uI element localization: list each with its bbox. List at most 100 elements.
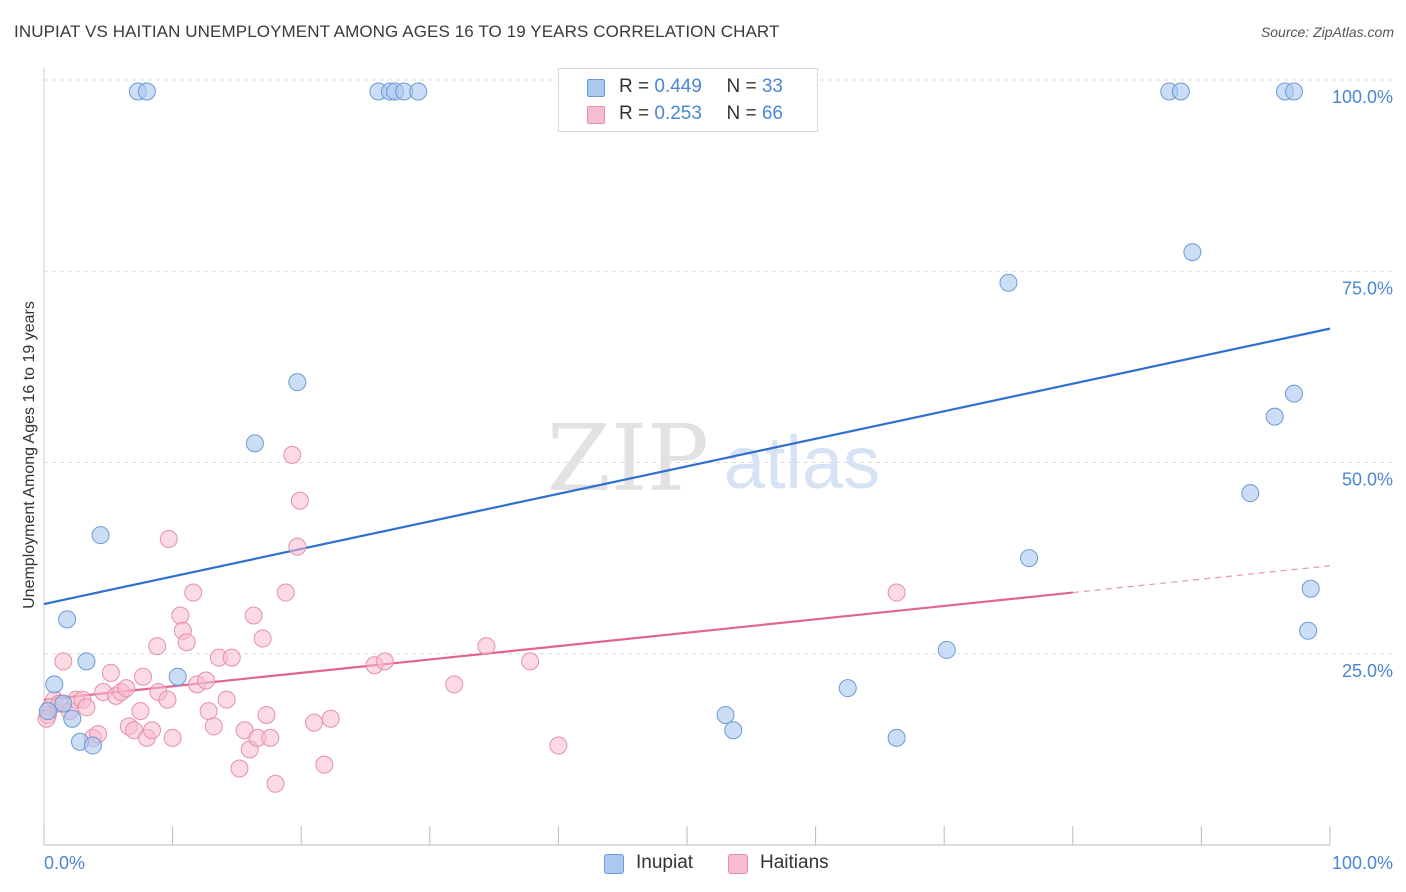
y-tick-label: 50.0% xyxy=(1342,470,1393,490)
inupiat-point xyxy=(45,675,64,694)
inupiat-point xyxy=(1301,579,1320,598)
haitians-point xyxy=(159,530,178,548)
haitians-point xyxy=(143,721,162,740)
haitians-point xyxy=(148,637,167,656)
haitians-point xyxy=(549,736,568,755)
source-label: Source: ZipAtlas.com xyxy=(1260,24,1394,40)
watermark-atlas: atlas xyxy=(724,421,880,504)
haitians-point xyxy=(77,698,96,717)
inupiat-point xyxy=(91,526,110,545)
inupiat-point xyxy=(38,702,57,721)
inupiat-point xyxy=(77,652,96,671)
haitians-point xyxy=(217,690,236,709)
inupiat-point xyxy=(1299,621,1318,640)
haitians-point xyxy=(305,713,324,732)
inupiat-point xyxy=(1241,484,1260,503)
haitians-point xyxy=(266,774,285,793)
haitians-point xyxy=(261,728,280,747)
inupiat-point xyxy=(63,709,82,728)
y-tick-label: 25.0% xyxy=(1342,661,1393,681)
haitians-swatch xyxy=(587,106,605,124)
inupiat-point xyxy=(937,640,956,659)
inupiat-point xyxy=(887,728,906,747)
inupiat-trend-line xyxy=(43,327,1331,606)
inupiat-n-value: 33 xyxy=(761,76,783,97)
bottom-haitians-label: Haitians xyxy=(760,852,829,873)
points-layer xyxy=(37,82,1320,793)
bottom-inupiat-swatch xyxy=(604,854,624,874)
haitians-point xyxy=(253,629,272,648)
haitians-point xyxy=(283,445,302,464)
haitians-point xyxy=(204,717,223,736)
haitians-point xyxy=(101,663,120,682)
x-tick-label: 100.0% xyxy=(1332,853,1393,873)
haitians-point xyxy=(117,679,136,698)
x-tick-label: 0.0% xyxy=(44,853,85,873)
haitians-n-value: 66 xyxy=(761,103,783,124)
inupiat-point xyxy=(999,273,1018,292)
haitians-point xyxy=(315,755,334,774)
inupiat-point xyxy=(1183,243,1202,262)
inupiat-point xyxy=(137,82,156,101)
inupiat-point xyxy=(288,373,307,392)
haitians-trend-line xyxy=(43,591,1073,701)
haitians-point xyxy=(230,759,249,778)
haitians-n-label: N = xyxy=(726,103,762,124)
grid-layer xyxy=(44,79,1392,655)
haitians-point xyxy=(134,667,153,686)
inupiat-point xyxy=(1020,549,1039,568)
inupiat-point xyxy=(54,694,73,713)
haitians-point xyxy=(131,702,150,721)
haitians-point xyxy=(54,652,73,671)
haitians-point xyxy=(521,652,540,671)
haitians-r-value: 0.253 xyxy=(654,103,702,124)
inupiat-point xyxy=(1265,407,1284,426)
correlation-legend: R = 0.449 N = 33 R = 0.253 N = 66 xyxy=(558,68,818,132)
y-tick-label: 75.0% xyxy=(1342,278,1393,298)
haitians-point xyxy=(244,606,263,625)
inupiat-swatch xyxy=(587,79,605,97)
y-axis-label: Unemployment Among Ages 16 to 19 years xyxy=(21,301,38,609)
haitians-point xyxy=(445,675,464,694)
inupiat-point xyxy=(83,736,102,755)
haitians-point xyxy=(184,583,203,602)
inupiat-n-label: N = xyxy=(726,76,762,97)
haitians-point xyxy=(887,583,906,602)
haitians-point xyxy=(158,690,177,709)
haitians-r-label: R = xyxy=(619,103,655,124)
inupiat-point xyxy=(58,610,77,629)
inupiat-r-value: 0.449 xyxy=(654,76,702,97)
haitians-point xyxy=(199,702,218,721)
haitians-trend-extension xyxy=(1072,565,1331,594)
axis-layer xyxy=(43,68,1331,846)
haitians-point xyxy=(375,652,394,671)
inupiat-point xyxy=(168,667,187,686)
inupiat-point xyxy=(1284,384,1303,403)
inupiat-point xyxy=(1171,82,1190,101)
trend-layer xyxy=(43,327,1331,701)
inupiat-r-label: R = xyxy=(619,76,655,97)
y-tick-label: 100.0% xyxy=(1332,87,1393,107)
inupiat-point xyxy=(245,434,264,453)
haitians-point xyxy=(197,671,216,690)
chart-title: INUPIAT VS HAITIAN UNEMPLOYMENT AMONG AG… xyxy=(14,22,780,41)
haitians-point xyxy=(477,637,496,656)
haitians-point xyxy=(163,728,182,747)
haitians-point xyxy=(276,583,295,602)
haitians-point xyxy=(257,705,276,724)
tick-label-layer: 25.0% 50.0% 75.0% 100.0% 0.0% 100.0% xyxy=(44,87,1393,873)
inupiat-point xyxy=(1284,82,1303,101)
watermark-zip: ZIP xyxy=(547,405,709,512)
haitians-point xyxy=(171,606,190,625)
haitians-point xyxy=(222,648,241,667)
inupiat-point xyxy=(724,721,743,740)
inupiat-point xyxy=(838,679,857,698)
haitians-point xyxy=(288,537,307,556)
haitians-point xyxy=(177,633,196,652)
haitians-point xyxy=(290,491,309,510)
inupiat-point xyxy=(716,705,735,724)
inupiat-point xyxy=(409,82,428,101)
bottom-haitians-swatch xyxy=(728,854,748,874)
bottom-inupiat-label: Inupiat xyxy=(636,852,694,873)
